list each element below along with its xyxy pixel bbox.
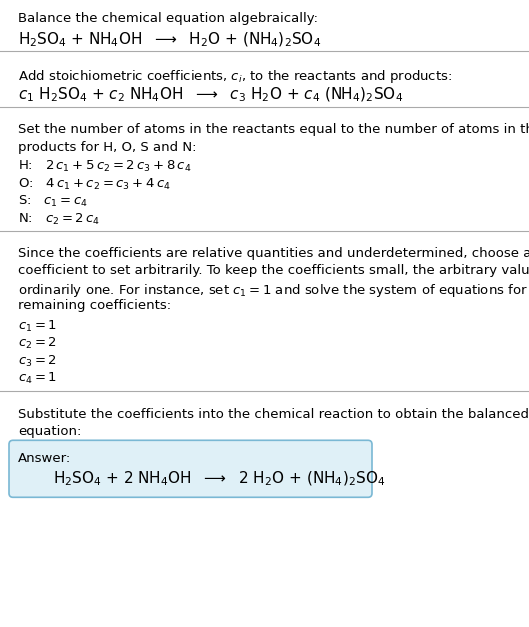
Text: $c_1$ H$_2$SO$_4$ + $c_2$ NH$_4$OH  $\longrightarrow$  $c_3$ H$_2$O + $c_4$ (NH$: $c_1$ H$_2$SO$_4$ + $c_2$ NH$_4$OH $\lon…	[18, 86, 403, 104]
Text: Since the coefficients are relative quantities and underdetermined, choose a: Since the coefficients are relative quan…	[18, 247, 529, 260]
Text: Substitute the coefficients into the chemical reaction to obtain the balanced: Substitute the coefficients into the che…	[18, 408, 529, 421]
Text: products for H, O, S and N:: products for H, O, S and N:	[18, 140, 196, 154]
Text: remaining coefficients:: remaining coefficients:	[18, 300, 171, 312]
Text: H$_2$SO$_4$ + NH$_4$OH  $\longrightarrow$  H$_2$O + (NH$_4$)$_2$SO$_4$: H$_2$SO$_4$ + NH$_4$OH $\longrightarrow$…	[18, 30, 321, 49]
Text: O:   $4\,c_1 + c_2 = c_3 + 4\,c_4$: O: $4\,c_1 + c_2 = c_3 + 4\,c_4$	[18, 177, 171, 192]
Text: $c_2 = 2$: $c_2 = 2$	[18, 336, 57, 351]
Text: Answer:: Answer:	[18, 452, 71, 465]
Text: ordinarily one. For instance, set $c_1 = 1$ and solve the system of equations fo: ordinarily one. For instance, set $c_1 =…	[18, 282, 529, 299]
Text: coefficient to set arbitrarily. To keep the coefficients small, the arbitrary va: coefficient to set arbitrarily. To keep …	[18, 265, 529, 278]
Text: Balance the chemical equation algebraically:: Balance the chemical equation algebraica…	[18, 12, 318, 25]
Text: H$_2$SO$_4$ + 2 NH$_4$OH  $\longrightarrow$  2 H$_2$O + (NH$_4$)$_2$SO$_4$: H$_2$SO$_4$ + 2 NH$_4$OH $\longrightarro…	[53, 470, 385, 488]
Text: $c_1 = 1$: $c_1 = 1$	[18, 319, 57, 334]
Text: N:   $c_2 = 2\,c_4$: N: $c_2 = 2\,c_4$	[18, 211, 100, 226]
Text: $c_3 = 2$: $c_3 = 2$	[18, 354, 57, 369]
FancyBboxPatch shape	[9, 440, 372, 497]
Text: equation:: equation:	[18, 425, 81, 438]
Text: $c_4 = 1$: $c_4 = 1$	[18, 371, 57, 386]
Text: Set the number of atoms in the reactants equal to the number of atoms in the: Set the number of atoms in the reactants…	[18, 123, 529, 136]
Text: Add stoichiometric coefficients, $c_i$, to the reactants and products:: Add stoichiometric coefficients, $c_i$, …	[18, 68, 452, 85]
Text: S:   $c_1 = c_4$: S: $c_1 = c_4$	[18, 194, 88, 209]
Text: H:   $2\,c_1 + 5\,c_2 = 2\,c_3 + 8\,c_4$: H: $2\,c_1 + 5\,c_2 = 2\,c_3 + 8\,c_4$	[18, 159, 191, 174]
